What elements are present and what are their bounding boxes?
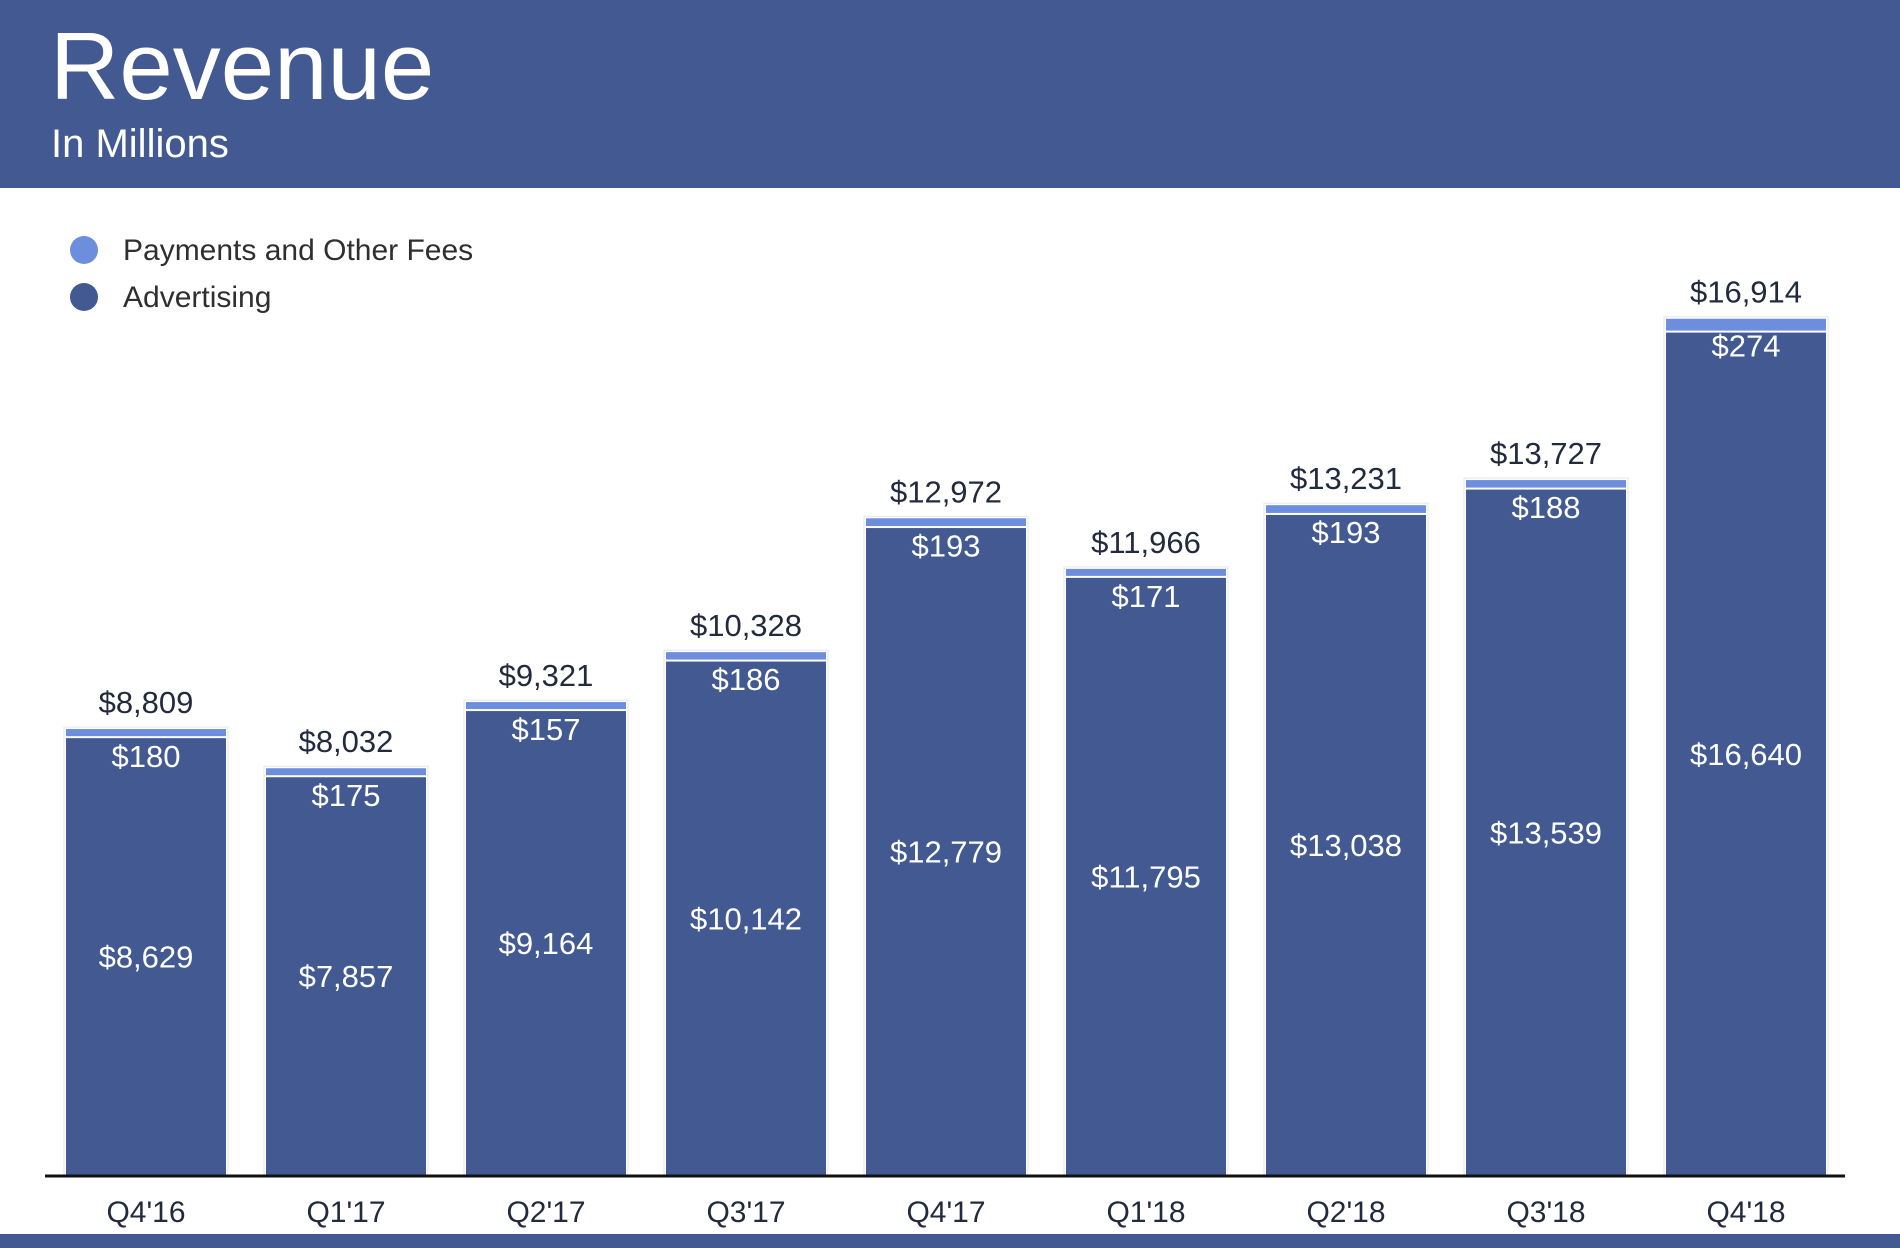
bar-payments [1666,318,1826,331]
bar-payments [266,768,426,776]
total-label: $13,727 [1490,436,1602,471]
bar-advertising [1666,332,1826,1176]
total-label: $13,231 [1290,461,1402,496]
legend-label-payments: Payments and Other Fees [123,234,473,267]
payments-value-label: $193 [1312,515,1381,550]
payments-value-label: $157 [512,712,581,747]
revenue-bar-chart: Payments and Other Fees Advertising $8,809… [45,234,1845,1229]
x-tick-label: Q3'17 [706,1196,785,1229]
payments-value-label: $186 [712,662,781,697]
bar-advertising [1066,577,1226,1175]
payments-value-label: $188 [1512,490,1581,525]
legend-label-advertising: Advertising [123,281,271,314]
bar-advertising [266,777,426,1175]
payments-value-label: $171 [1112,579,1181,614]
total-label: $9,321 [499,658,594,693]
total-label: $10,328 [690,608,802,643]
x-tick-label: Q1'17 [306,1196,385,1229]
x-tick-label: Q1'18 [1106,1196,1185,1229]
total-label: $16,914 [1690,275,1802,310]
advertising-value-label: $10,142 [690,901,802,936]
advertising-value-label: $12,779 [890,835,1002,870]
x-tick-label: Q4'18 [1706,1196,1785,1229]
payments-value-label: $193 [912,528,981,563]
chart-title: Revenue [50,13,435,120]
payments-value-label: $274 [1712,329,1781,364]
bar-advertising [666,661,826,1175]
legend-marker-advertising [70,283,98,311]
advertising-value-label: $13,038 [1290,828,1402,863]
total-label: $8,809 [99,685,194,720]
bar-payments [1466,480,1626,488]
bar-payments [666,652,826,660]
payments-value-label: $180 [112,739,181,774]
total-label: $11,966 [1091,525,1201,560]
x-tick-label: Q3'18 [1506,1196,1585,1229]
bar-advertising [466,711,626,1175]
advertising-value-label: $11,795 [1091,859,1201,894]
header-banner: Revenue In Millions [0,0,1900,188]
advertising-value-label: $7,857 [299,959,394,994]
total-label: $12,972 [890,474,1002,509]
legend-marker-payments [70,236,98,264]
total-label: $8,032 [299,724,394,759]
bar-advertising [1466,489,1626,1175]
bar-advertising [66,738,226,1175]
x-tick-label: Q2'18 [1306,1196,1385,1229]
bar-advertising [1266,514,1426,1175]
bar-payments [66,729,226,737]
chart-subtitle: In Millions [51,122,229,166]
x-tick-label: Q4'17 [906,1196,985,1229]
advertising-value-label: $13,539 [1490,815,1602,850]
advertising-value-label: $9,164 [499,926,594,961]
bar-payments [466,702,626,710]
bar-advertising [866,528,1026,1175]
advertising-value-label: $16,640 [1690,737,1802,772]
bar-payments [1266,505,1426,513]
payments-value-label: $175 [312,778,381,813]
bar-payments [866,518,1026,527]
bar-payments [1066,568,1226,576]
x-tick-label: Q4'16 [106,1196,185,1229]
advertising-value-label: $8,629 [99,940,194,975]
footer-bar [0,1234,1900,1248]
x-tick-label: Q2'17 [506,1196,585,1229]
